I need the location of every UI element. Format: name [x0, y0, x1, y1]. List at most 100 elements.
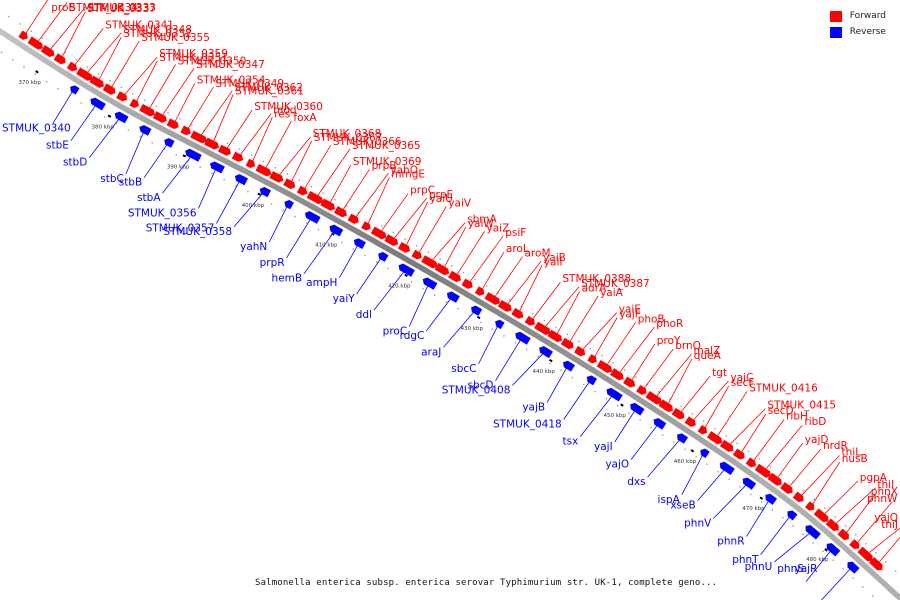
guide-dot: [532, 312, 534, 315]
gene-label: proC: [383, 326, 408, 338]
gene-feature: [89, 75, 104, 88]
guide-dot: [175, 154, 177, 156]
gene-feature: [677, 433, 689, 444]
guide-dot: [761, 501, 763, 503]
leader-line: [844, 494, 876, 536]
gene-feature: [857, 546, 873, 562]
gene-feature: [826, 543, 841, 557]
gene-feature: [353, 238, 366, 250]
leader-line: [787, 448, 822, 490]
guide-dot: [747, 450, 750, 452]
guide-dot: [578, 340, 580, 343]
gene-label: phnS: [777, 563, 804, 575]
guide-dot: [549, 362, 551, 365]
leader-line: [833, 487, 876, 527]
guide-dot: [514, 342, 517, 344]
gene-label: STMUK_0360: [254, 101, 323, 113]
gene-feature: [384, 234, 399, 247]
guide-dot: [822, 550, 824, 553]
gene-feature: [397, 241, 410, 253]
gene-label: foxA: [293, 112, 317, 124]
gene-label: brnQ: [675, 340, 701, 352]
gene-label: STMUK_0356: [128, 207, 197, 219]
leader-line: [340, 168, 370, 213]
guide-dot: [298, 179, 300, 181]
leader-line: [617, 326, 655, 376]
guide-dot: [451, 265, 453, 267]
gene-label: ribH: [786, 411, 808, 423]
gene-feature: [76, 67, 93, 81]
gene-feature: [361, 221, 371, 231]
leader-line: [250, 117, 273, 165]
gene-label: tgt: [712, 367, 727, 379]
guide-dot: [294, 215, 296, 218]
gene-label: stbB: [119, 177, 142, 189]
guide-dot: [616, 405, 619, 407]
gene-label: ampH: [306, 277, 337, 289]
guide-dot: [612, 362, 614, 364]
gene-feature: [868, 557, 883, 571]
gene-feature: [422, 277, 438, 290]
gene-feature: [767, 472, 782, 486]
guide-dot: [352, 248, 355, 250]
guide-dot: [813, 498, 815, 501]
leader-line: [198, 166, 218, 209]
guide-dot: [780, 473, 783, 476]
gene-feature: [658, 399, 673, 413]
gene-label: yajC: [730, 372, 753, 384]
leader-line: [160, 67, 195, 119]
leader-line: [286, 216, 313, 259]
gene-feature: [210, 161, 225, 174]
guide-dot: [485, 285, 488, 287]
tick-label: 430 kbp: [461, 326, 484, 332]
gene-label: queA: [694, 350, 722, 362]
gene-label: secF: [731, 377, 755, 389]
gene-feature: [283, 178, 296, 190]
guide-dot: [305, 222, 308, 224]
gene-feature: [706, 431, 723, 445]
guide-dot: [684, 448, 686, 451]
gene-feature: [66, 61, 78, 72]
leader-line: [592, 317, 618, 360]
guide-dot: [560, 369, 562, 372]
gene-label: STMUK_0340: [2, 122, 71, 134]
gene-label: STMUK_0355: [141, 32, 210, 44]
leader-line: [379, 193, 409, 235]
leader-line: [563, 379, 592, 420]
guide-dot: [270, 203, 273, 205]
legend-item-forward: Forward: [829, 8, 886, 24]
guide-dot: [520, 306, 522, 308]
guide-dot: [480, 321, 482, 323]
leader-line: [760, 514, 792, 556]
gene-feature: [847, 561, 860, 574]
guide-dot: [151, 142, 153, 144]
gene-feature: [697, 424, 708, 435]
guide-dot: [341, 241, 343, 244]
gene-label: STMUK_0337: [87, 3, 156, 15]
leader-line: [495, 337, 523, 381]
guide-dot: [139, 135, 142, 138]
guide-dot: [75, 59, 77, 61]
guide-dot: [842, 568, 844, 570]
gene-label: phoB: [638, 313, 665, 325]
gene-label: yaiY: [333, 293, 356, 305]
guide-dot: [392, 231, 395, 234]
guide-dot: [728, 478, 730, 480]
leader-line: [542, 286, 580, 330]
guide-dot: [661, 434, 664, 436]
guide-dot: [594, 390, 596, 393]
gene-feature: [653, 418, 667, 430]
leader-line: [263, 120, 292, 172]
guide-dot: [657, 391, 660, 393]
guide-dot: [736, 442, 738, 445]
gene-label: STMUK_0341: [105, 19, 174, 31]
gene-label: STMUK_0354: [197, 75, 266, 87]
leader-line: [173, 83, 196, 125]
gene-feature: [609, 368, 624, 381]
gene-feature: [792, 491, 804, 503]
guide-dot: [23, 66, 25, 68]
gene-label: xseB: [670, 500, 695, 512]
guide-dot: [8, 15, 10, 18]
gene-label: yaiV: [448, 197, 472, 209]
